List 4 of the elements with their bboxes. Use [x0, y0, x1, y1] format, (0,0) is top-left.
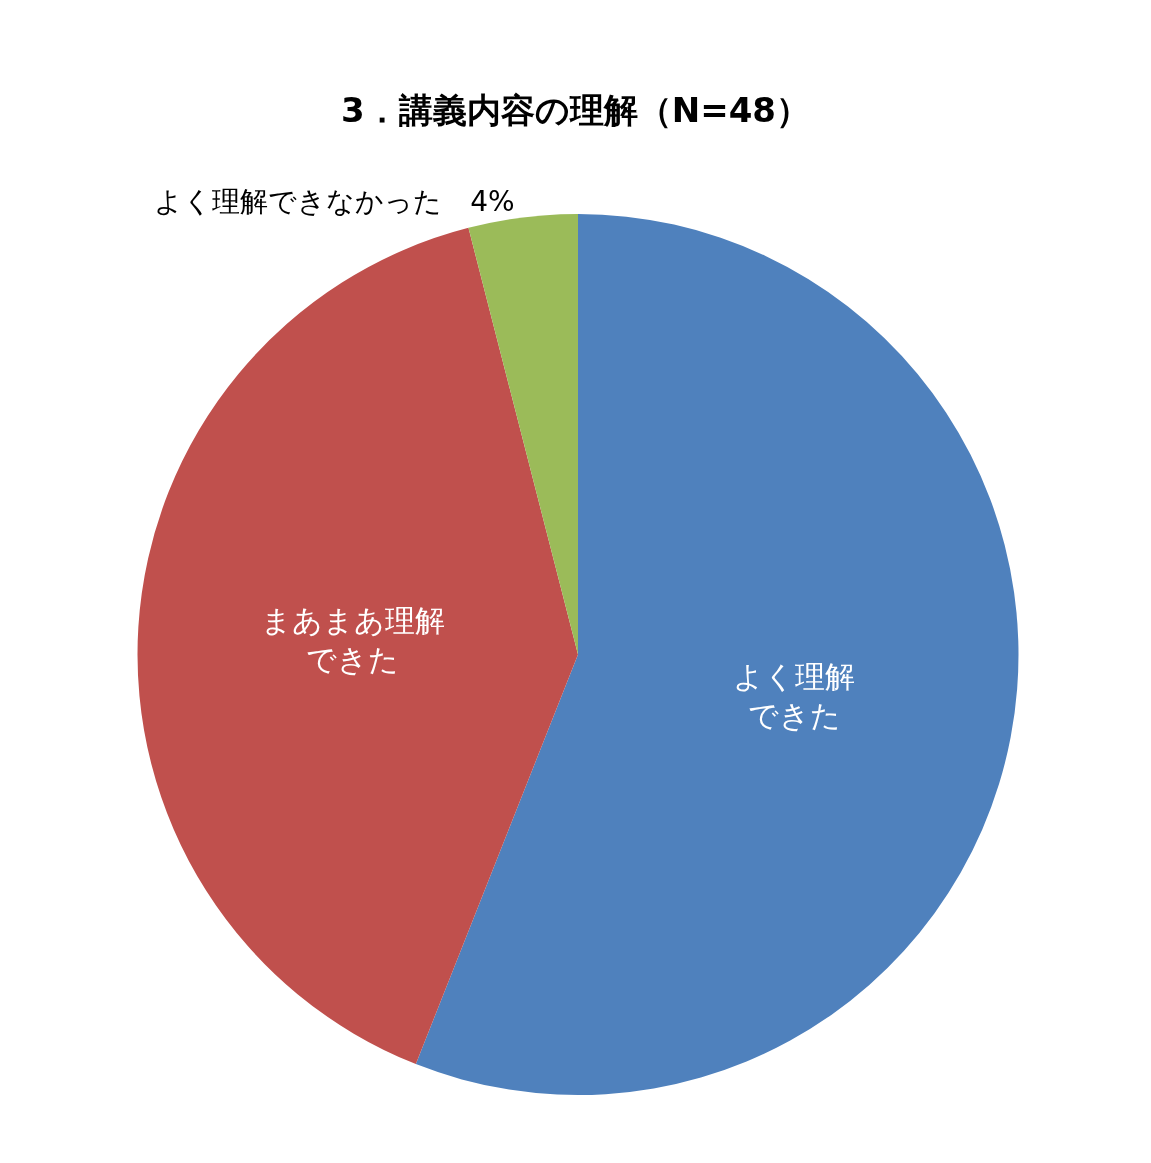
slice-label: まあまあ理解できた	[260, 603, 445, 678]
slice-label: よく理解できた	[733, 658, 856, 733]
chart-title: 3．講義内容の理解（N=48）	[341, 90, 810, 131]
slice-label: よく理解できなかった 4%	[154, 184, 515, 218]
